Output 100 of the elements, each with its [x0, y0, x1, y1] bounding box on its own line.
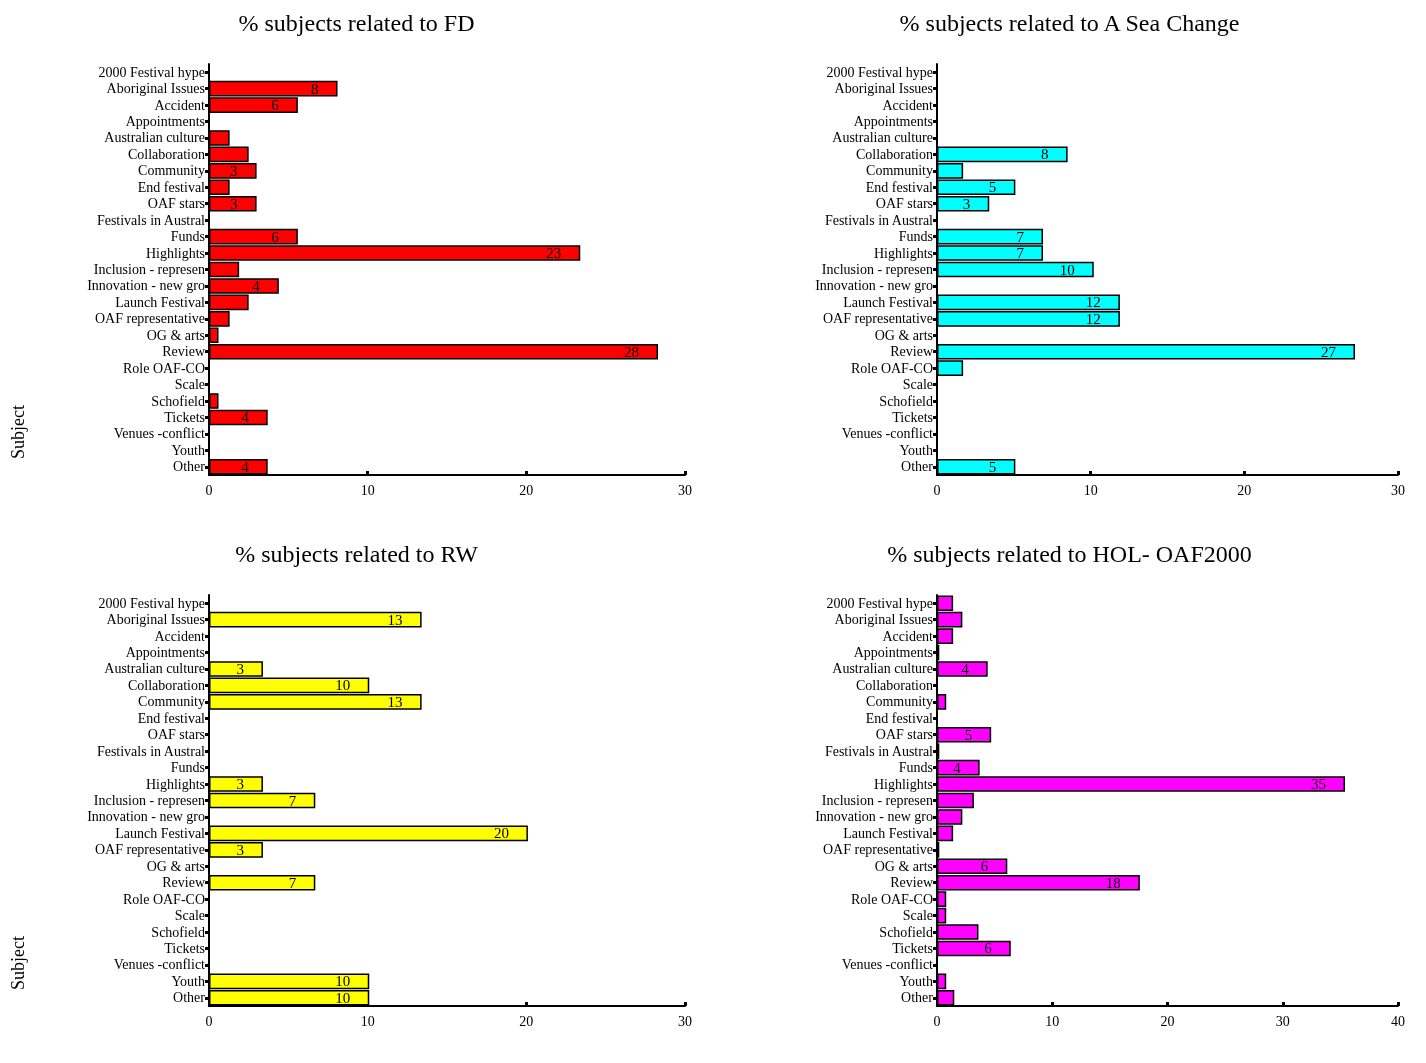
y-tick-label: End festival	[865, 179, 934, 195]
y-tick-label: End festival	[137, 179, 206, 195]
y-tick-label: OAF representative	[822, 842, 933, 858]
data-label: 28	[624, 343, 640, 360]
data-label: 3	[230, 162, 238, 179]
y-tick-label: Scale	[174, 908, 205, 924]
y-tick-label: Review	[890, 344, 934, 360]
data-label: 8	[311, 80, 319, 97]
y-tick-label: Aboriginal Issues	[106, 81, 205, 97]
y-tick-label: Launch Festival	[843, 825, 934, 841]
y-tick-label: Highlights	[145, 776, 205, 792]
y-tick-label: OAF stars	[875, 196, 933, 212]
data-label: 10	[1059, 261, 1075, 278]
x-tick-label: 0	[933, 1013, 941, 1029]
data-label: 10	[335, 973, 351, 990]
x-tick-label: 30	[678, 482, 692, 498]
y-tick-label: Review	[890, 875, 934, 891]
x-tick-label: 10	[1083, 482, 1098, 498]
y-tick-label: OG & arts	[146, 858, 205, 874]
y-axis-title: Subject	[8, 936, 28, 990]
x-tick-label: 0	[205, 1013, 213, 1029]
data-label: 18	[1105, 874, 1121, 891]
x-tick-label: 10	[360, 1013, 375, 1029]
y-tick-label: Schofield	[151, 393, 205, 409]
y-tick-label: Other	[173, 990, 206, 1006]
y-tick-label: Australian culture	[104, 661, 205, 677]
y-tick-label: Review	[162, 344, 206, 360]
y-tick-label: Australian culture	[104, 130, 205, 146]
data-label: 6	[980, 858, 989, 875]
x-tick-label: 0	[205, 482, 213, 498]
data-label: 5	[988, 458, 997, 475]
x-tick-label: 30	[1391, 482, 1405, 498]
y-tick-label: Collaboration	[856, 677, 933, 693]
y-tick-label: Inclusion - represen	[93, 262, 205, 277]
data-label: 13	[387, 693, 403, 710]
y-tick-label: Accident	[154, 628, 206, 644]
x-tick-label: 30	[678, 1013, 692, 1029]
y-tick-label: Collaboration	[128, 146, 205, 162]
y-tick-label: Innovation - new gro	[815, 809, 933, 825]
y-tick-label: Scale	[902, 377, 933, 393]
y-tick-label: Other	[901, 990, 934, 1006]
x-tick-label: 10	[360, 482, 375, 498]
y-tick-label: Accident	[882, 97, 934, 113]
y-tick-label: Venues -conflict	[841, 957, 934, 973]
y-tick-label: Youth	[899, 442, 933, 458]
x-tick-label: 10	[1045, 1013, 1060, 1029]
y-tick-label: Festivals in Austral	[96, 212, 206, 228]
y-tick-label: Scale	[174, 377, 205, 393]
data-label: 3	[962, 195, 971, 212]
y-tick-label: Tickets	[892, 940, 933, 956]
y-tick-label: Appointments	[853, 114, 933, 130]
y-tick-label: OG & arts	[874, 327, 933, 343]
data-label: 4	[252, 277, 261, 294]
y-tick-label: Community	[866, 694, 933, 710]
chart-title: % subjects related to FD	[238, 10, 475, 36]
x-tick-label: 40	[1391, 1013, 1405, 1029]
y-tick-label: Review	[162, 875, 206, 891]
y-tick-label: Tickets	[164, 409, 205, 425]
x-tick-label: 0	[933, 482, 941, 498]
data-label: 20	[493, 825, 509, 842]
data-label: 3	[236, 660, 244, 677]
y-tick-label: Innovation - new gro	[87, 278, 205, 294]
y-tick-label: Community	[138, 163, 205, 179]
y-tick-label: OAF stars	[147, 196, 205, 212]
data-label: 4	[953, 759, 962, 776]
y-tick-label: OAF representative	[94, 311, 205, 327]
y-tick-label: OAF stars	[875, 727, 933, 743]
y-tick-label: Role OAF-CO	[122, 360, 205, 376]
data-label: 7	[288, 874, 297, 891]
data-label: 27	[1320, 343, 1337, 360]
y-tick-label: OG & arts	[874, 858, 933, 874]
y-tick-label: Inclusion - represen	[821, 793, 933, 808]
data-label: 12	[1085, 294, 1101, 311]
y-tick-label: Role OAF-CO	[850, 360, 933, 376]
y-tick-label: Other	[173, 459, 206, 475]
y-tick-label: 2000 Festival hype	[98, 64, 205, 80]
y-tick-label: Inclusion - represen	[93, 793, 205, 808]
y-tick-label: Youth	[171, 973, 205, 989]
y-tick-label: Tickets	[892, 409, 933, 425]
data-label: 5	[964, 726, 973, 743]
y-tick-label: Inclusion - represen	[821, 262, 933, 277]
y-tick-label: Funds	[898, 229, 933, 245]
y-axis-title: Subject	[8, 405, 28, 459]
data-label: 35	[1310, 776, 1326, 793]
chart-title: % subjects related to A Sea Change	[899, 10, 1240, 36]
y-tick-label: Community	[866, 163, 933, 179]
y-tick-label: Youth	[171, 442, 205, 458]
y-tick-label: Venues -conflict	[841, 426, 934, 442]
y-tick-label: Accident	[882, 628, 934, 644]
y-tick-label: Funds	[170, 229, 205, 245]
x-tick-label: 30	[1275, 1013, 1290, 1029]
data-label: 23	[546, 245, 562, 262]
data-label: 3	[230, 195, 238, 212]
y-tick-label: 2000 Festival hype	[826, 64, 933, 80]
data-label: 4	[961, 660, 970, 677]
y-tick-label: Schofield	[151, 924, 205, 940]
y-tick-label: Schofield	[879, 393, 933, 409]
y-tick-label: Role OAF-CO	[850, 891, 933, 907]
y-tick-label: Collaboration	[128, 677, 205, 693]
x-tick-label: 20	[519, 482, 534, 498]
